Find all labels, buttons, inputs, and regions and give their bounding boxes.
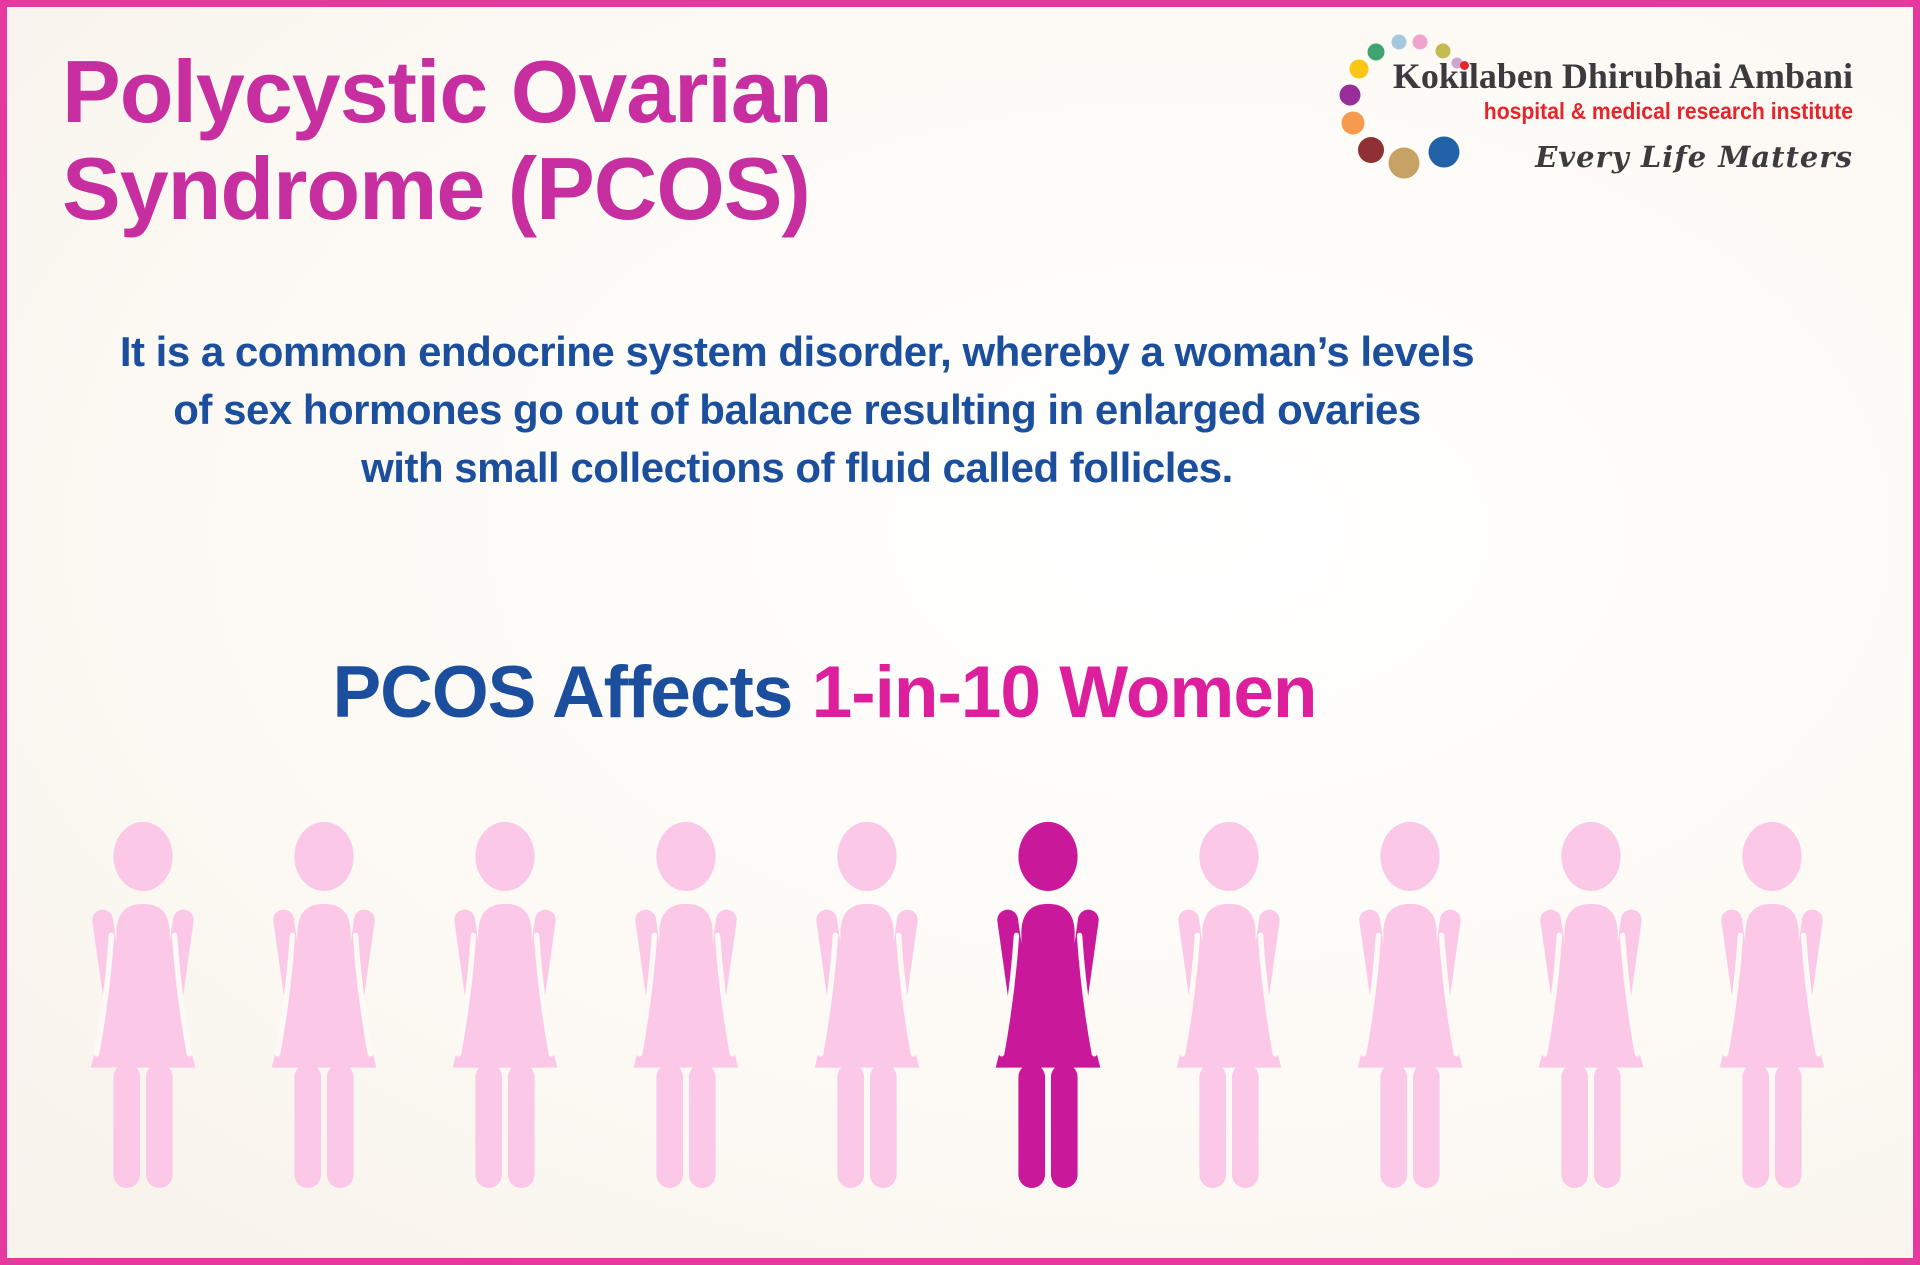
woman-icon [1719, 821, 1825, 1188]
logo-dot [1391, 34, 1407, 50]
woman-icon [1538, 821, 1644, 1188]
woman-icon [814, 821, 920, 1188]
hospital-logo: Kokı laben Dhirubhai Ambani hospital & me… [1331, 29, 1853, 179]
hospital-subtitle: hospital & medical research institute [1483, 98, 1853, 124]
logo-dot [1339, 84, 1361, 106]
logo-dot [1388, 147, 1420, 179]
hospital-name-i: ı [1459, 56, 1469, 96]
page-title-line2: Syndrome (PCOS) [62, 139, 811, 238]
logo-dot [1341, 111, 1365, 135]
logo-dot [1412, 34, 1428, 50]
intro-line: with small collections of fluid called f… [361, 444, 1233, 491]
logo-dot [1435, 43, 1451, 59]
page-title-line1: Polycystic Ovarian [62, 42, 833, 141]
logo-dot [1349, 59, 1369, 79]
statistic-headline: PCOS Affects 1-in-10 Women [7, 647, 1642, 739]
headline-statistic: 1-in-10 Women [811, 652, 1318, 733]
woman-icon [1176, 821, 1282, 1188]
hospital-tagline: Every Life Matters [1535, 140, 1853, 174]
hospital-name-part1: Kok [1392, 56, 1459, 96]
woman-icon [452, 821, 558, 1188]
woman-icon-highlighted [995, 821, 1101, 1188]
intro-paragraph: It is a common endocrine system disorder… [7, 323, 1587, 497]
logo-dot [1367, 43, 1385, 61]
headline-prefix: PCOS Affects [332, 652, 812, 733]
logo-dot [1358, 137, 1384, 163]
woman-icon [633, 821, 739, 1188]
hospital-name: Kokı laben Dhirubhai Ambani [1331, 56, 1853, 96]
women-row [64, 817, 1851, 1188]
intro-line: It is a common endocrine system disorder… [119, 328, 1475, 375]
logo-dots-spiral-icon [1339, 34, 1463, 179]
woman-icon [271, 821, 377, 1188]
hospital-name-i-base: ı [1458, 56, 1469, 96]
logo-red-i-dot-icon [1459, 61, 1469, 70]
logo-dot [1451, 57, 1463, 69]
logo-dot [1428, 136, 1460, 168]
woman-icon [90, 821, 196, 1188]
page-title: Polycystic Ovarian Syndrome (PCOS) [62, 42, 833, 238]
woman-icon [1357, 821, 1463, 1188]
intro-line: of sex hormones go out of balance result… [173, 386, 1421, 433]
hospital-name-part2: laben Dhirubhai Ambani [1468, 56, 1853, 96]
